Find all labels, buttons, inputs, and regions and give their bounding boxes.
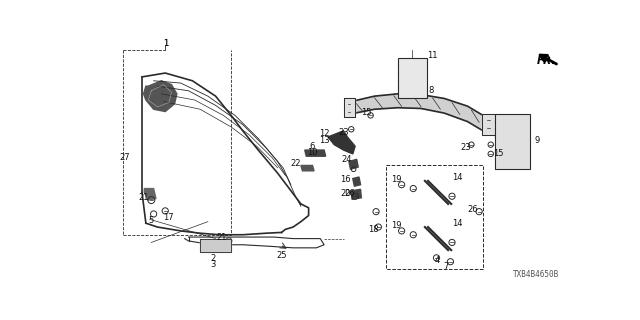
- Text: 9: 9: [534, 136, 540, 145]
- Polygon shape: [305, 150, 326, 156]
- Polygon shape: [351, 189, 362, 199]
- Text: 6: 6: [310, 142, 315, 151]
- Text: 19: 19: [391, 175, 401, 184]
- Polygon shape: [145, 188, 156, 200]
- Polygon shape: [143, 81, 177, 112]
- Polygon shape: [351, 94, 483, 131]
- Text: 16: 16: [340, 175, 350, 184]
- Text: 26: 26: [468, 205, 478, 214]
- Text: 4: 4: [435, 256, 440, 265]
- Text: 1: 1: [163, 38, 168, 47]
- Text: 3: 3: [211, 260, 216, 269]
- Polygon shape: [301, 165, 314, 171]
- Text: 21: 21: [216, 233, 227, 242]
- Text: 27: 27: [120, 153, 131, 162]
- Polygon shape: [349, 159, 358, 169]
- Text: 14: 14: [452, 172, 463, 181]
- Text: FR.: FR.: [537, 57, 557, 67]
- Text: 26: 26: [344, 189, 355, 198]
- Text: 20: 20: [340, 189, 351, 198]
- Text: 19: 19: [391, 221, 401, 230]
- Text: 11: 11: [428, 51, 438, 60]
- Text: 2: 2: [211, 254, 216, 263]
- Polygon shape: [344, 99, 355, 117]
- Text: 10: 10: [307, 148, 317, 157]
- Text: 23: 23: [338, 128, 349, 137]
- Polygon shape: [200, 239, 231, 252]
- Text: 17: 17: [163, 212, 173, 221]
- Text: 25: 25: [276, 251, 287, 260]
- FancyBboxPatch shape: [495, 114, 529, 169]
- Polygon shape: [482, 114, 495, 135]
- FancyBboxPatch shape: [397, 58, 428, 98]
- Text: 15: 15: [362, 108, 372, 117]
- Text: 15: 15: [493, 149, 504, 158]
- Text: 13: 13: [319, 136, 330, 145]
- Text: 8: 8: [428, 86, 434, 95]
- Text: 18: 18: [367, 225, 378, 234]
- Polygon shape: [353, 177, 360, 186]
- Text: 7: 7: [443, 262, 449, 271]
- Text: 5: 5: [148, 216, 154, 225]
- Polygon shape: [328, 131, 355, 154]
- Text: 23: 23: [461, 143, 471, 152]
- Text: 14: 14: [452, 219, 463, 228]
- Text: TXB4B4650B: TXB4B4650B: [513, 270, 559, 279]
- Text: 22: 22: [290, 159, 301, 168]
- Text: 1: 1: [163, 38, 168, 47]
- Text: 12: 12: [319, 129, 330, 138]
- Text: 24: 24: [341, 155, 352, 164]
- Text: 21: 21: [138, 193, 149, 202]
